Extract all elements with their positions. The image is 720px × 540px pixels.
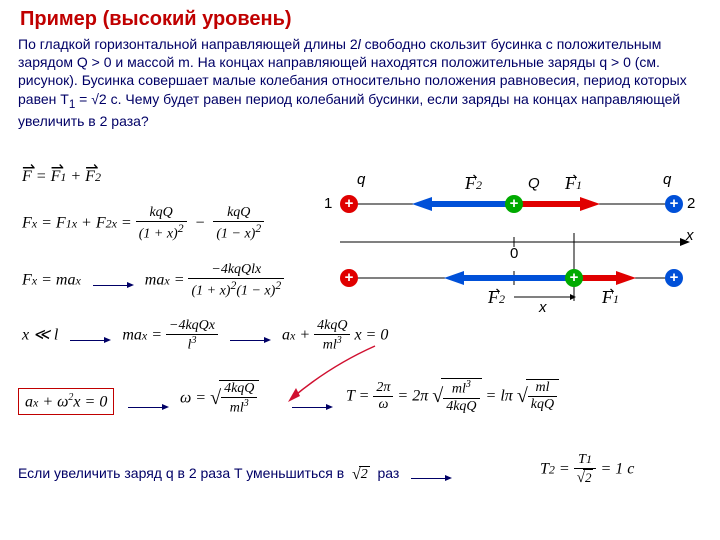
eq-arrow-to-omega [128,394,168,412]
label-2: 2 [687,195,695,212]
force-diagram: + + + + + + q Q q 1 2 0 x x ⇀F2 ⇀F1 ⇀F2 … [330,159,702,324]
charge-right-top: + [665,195,683,213]
label-q-right: q [663,171,671,188]
label-xdisp: x [539,299,547,316]
eq-Fma: Fx = max max = −4kqQlx(1 + x)2(1 − x)2 [22,262,284,300]
label-q-left: q [357,171,365,188]
vec-F1-bot: ⇀F1 [602,287,619,308]
vec-F2-top: ⇀F2 [465,173,482,194]
eq-F-sum: ⇀F = ⇀F1 + ⇀F2 [22,168,101,186]
vec-F1-top: ⇀F1 [565,173,582,194]
eq-T2: T2 = T1√2 = 1 с [540,452,634,487]
eq-omega: ω = √4kqQml3 [180,380,259,419]
eq-boxed-harmonic: ax + ω2x = 0 [18,388,114,415]
charge-mid-bot: + [565,269,583,287]
charge-left-top: + [340,195,358,213]
label-1: 1 [324,195,332,212]
charge-right-bot: + [665,269,683,287]
problem-text: По гладкой горизонтальной направляющей д… [18,35,702,130]
eq-T: T = 2πω = 2π √ml34kqQ = lπ √mlkqQ [346,378,559,415]
conclusion-text: Если увеличить заряд q в 2 раза T уменьш… [18,465,451,484]
vec-F2-bot: ⇀F2 [488,287,505,308]
charge-mid-top: + [505,195,523,213]
page-title: Пример (высокий уровень) [20,8,292,31]
eq-Fx: Fx = F1x + F2x = kqQ(1 + x)2 − kqQ(1 − x… [22,205,264,243]
diagram-svg [330,159,702,324]
label-xaxis: x [686,227,694,244]
charge-left-bot: + [340,269,358,287]
eq-arrow-to-T [292,394,332,412]
label-0: 0 [510,245,518,262]
label-Q: Q [528,175,540,192]
